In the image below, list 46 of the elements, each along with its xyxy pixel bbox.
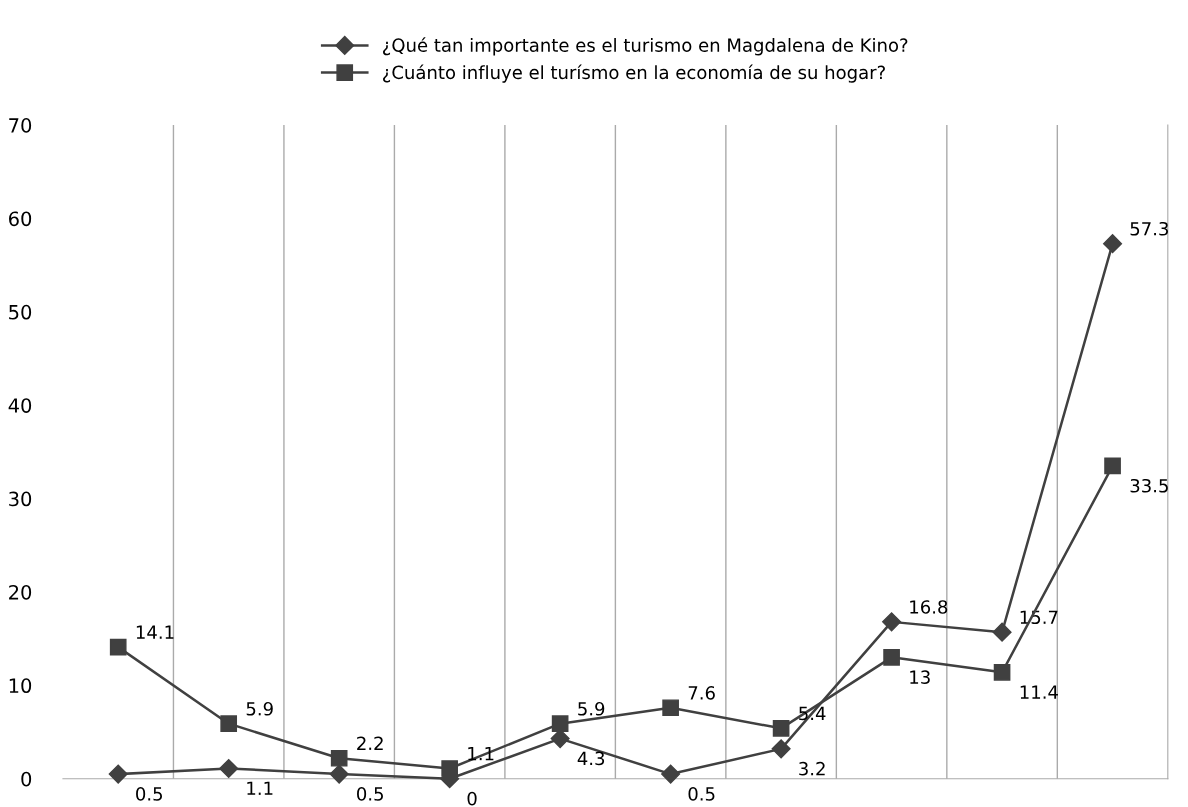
data-label: 57.3: [1130, 221, 1168, 236]
point: [993, 663, 1011, 681]
y-tick-label: 70: [9, 118, 32, 133]
y-tick-label: 40: [8, 398, 32, 413]
data-label: 0.5: [136, 787, 163, 801]
data-label: 16.8: [910, 600, 948, 614]
y-tick-label: 10: [9, 678, 32, 694]
point: [882, 612, 902, 632]
point: [1103, 234, 1123, 254]
point: [109, 638, 127, 656]
point: [1104, 457, 1121, 475]
data-label: 13: [910, 670, 930, 684]
data-label: 5.9: [246, 701, 273, 716]
data-label: 14.1: [136, 625, 174, 639]
legend-label: ¿Qué tan importante es el turismo en Magdalena de Kino?: [383, 37, 908, 56]
point: [883, 649, 900, 666]
point: [772, 719, 790, 737]
point: [220, 715, 238, 732]
data-label: 3.2: [799, 761, 825, 776]
data-label: 1.1: [247, 781, 273, 795]
data-label: 0: [467, 791, 477, 806]
y-tick-label: 0: [21, 771, 32, 787]
y-tick-label: 60: [9, 211, 32, 227]
point: [550, 729, 570, 749]
point: [108, 764, 128, 784]
point: [330, 749, 348, 767]
data-label: 0.5: [688, 787, 715, 801]
point: [551, 715, 569, 732]
point: [661, 764, 681, 784]
point: [662, 699, 679, 717]
point: [771, 739, 791, 759]
data-label: 5.9: [578, 701, 605, 716]
data-label: 2.2: [357, 736, 383, 750]
data-label: 7.6: [688, 686, 715, 700]
y-tick-label: 50: [9, 304, 32, 320]
point: [329, 764, 349, 784]
y-tick-label: 20: [9, 584, 32, 600]
data-label: 33.5: [1130, 478, 1168, 493]
point: [219, 758, 239, 779]
point: [441, 760, 458, 777]
legend-label: ¿Cuánto influye el turísmo en la economía de su hogar?: [383, 64, 885, 83]
y-tick-label: 30: [9, 491, 32, 507]
data-label: 0.5: [357, 787, 383, 801]
data-label: 11.4: [1020, 685, 1058, 699]
point: [992, 622, 1012, 642]
data-label: 4.3: [577, 751, 605, 766]
